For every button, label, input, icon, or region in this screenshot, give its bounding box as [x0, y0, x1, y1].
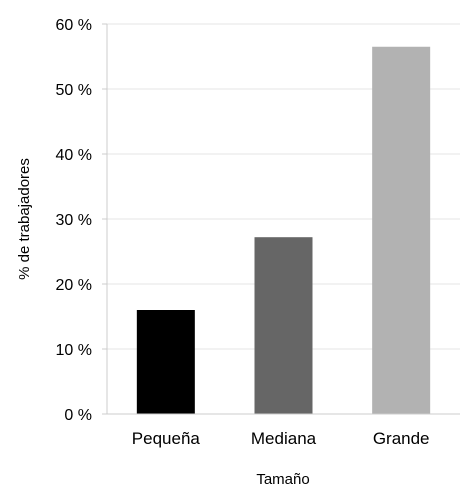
y-tick-label: 60 %: [56, 17, 92, 34]
bar-grande: [372, 46, 431, 414]
bars: [136, 46, 431, 414]
y-tick-label: 40 %: [56, 147, 92, 164]
y-tick-label: 20 %: [56, 277, 92, 294]
x-tick-label: Grande: [373, 429, 430, 448]
y-tick-label: 10 %: [56, 342, 92, 359]
y-tick-label: 50 %: [56, 82, 92, 99]
bar-mediana: [254, 237, 313, 414]
x-tick-labels: Pequeña Mediana Grande: [132, 429, 430, 448]
y-tick-labels: 0 % 10 % 20 % 30 % 40 % 50 % 60 %: [56, 17, 107, 424]
bar-pequeña: [136, 310, 195, 414]
x-tick-label: Mediana: [251, 429, 317, 448]
y-tick-label: 30 %: [56, 212, 92, 229]
y-tick-label: 0 %: [64, 407, 92, 424]
y-axis-title: % de trabajadores: [16, 158, 33, 280]
x-axis-title: Tamaño: [256, 471, 309, 488]
x-tick-label: Pequeña: [132, 429, 201, 448]
